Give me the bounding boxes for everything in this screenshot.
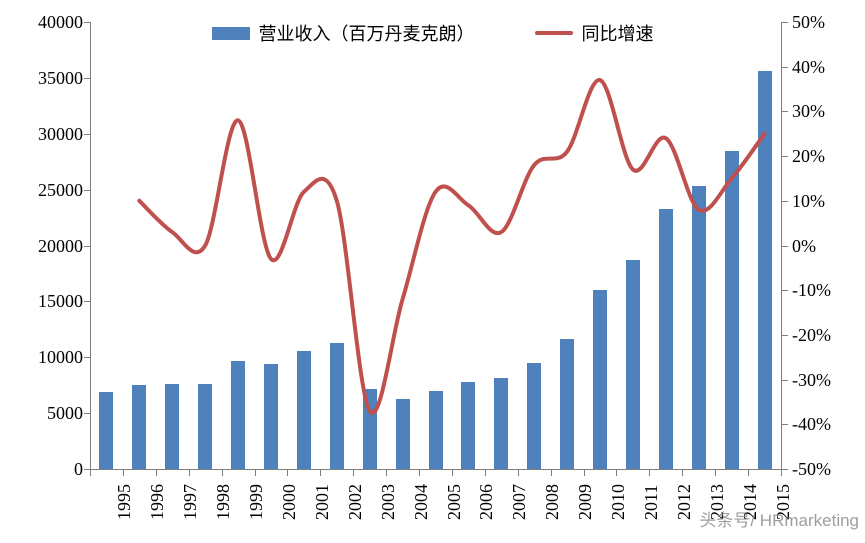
y-axis-left-tick-label: 35000 — [38, 67, 83, 88]
x-axis-tick — [583, 470, 585, 476]
y-axis-left-tick-label: 30000 — [38, 123, 83, 144]
revenue-bar — [296, 350, 311, 469]
revenue-bar — [658, 208, 673, 469]
chart-legend: 营业收入（百万丹麦克朗） 同比增速 — [211, 20, 654, 46]
x-axis-tick — [386, 470, 388, 476]
y-axis-right-tick — [782, 290, 788, 292]
legend-item-growth: 同比增速 — [534, 20, 654, 46]
x-axis-tick — [90, 470, 91, 476]
y-axis-right-tick-label: -50% — [792, 459, 831, 479]
y-axis-left-tick — [84, 189, 90, 191]
revenue-bar — [165, 384, 180, 469]
x-axis-tick — [122, 470, 124, 476]
y-axis-left-tick-label: 40000 — [38, 12, 83, 32]
legend-label: 营业收入（百万丹麦克朗） — [258, 24, 475, 44]
y-axis-left-tick-label: 0 — [74, 459, 83, 479]
x-axis-tick — [353, 470, 355, 476]
x-axis-tick — [616, 470, 618, 476]
x-axis-tick — [484, 470, 486, 476]
bar-swatch-icon — [211, 26, 250, 40]
revenue-bar — [198, 384, 213, 469]
y-axis-right-tick-label: -30% — [792, 369, 831, 390]
legend-item-revenue: 营业收入（百万丹麦克朗） — [211, 20, 475, 46]
x-axis-tick — [155, 470, 157, 476]
revenue-bar — [724, 150, 739, 469]
y-axis-left-tick — [84, 357, 90, 359]
revenue-bar — [691, 186, 706, 469]
revenue-bar — [757, 71, 772, 469]
revenue-bar — [99, 391, 114, 469]
revenue-bar — [625, 260, 640, 469]
y-axis-left-tick — [84, 469, 90, 470]
x-axis — [90, 469, 782, 470]
revenue-bar — [560, 339, 575, 469]
revenue-bar — [593, 290, 608, 469]
x-axis-tick — [517, 470, 519, 476]
revenue-bar — [527, 362, 542, 469]
y-axis-right-tick-label: 10% — [792, 190, 825, 211]
revenue-bar — [428, 390, 443, 469]
revenue-bar — [263, 363, 278, 469]
y-axis-right-tick-label: 0% — [792, 235, 816, 256]
x-axis-tick — [419, 470, 421, 476]
y-axis-right-tick — [782, 245, 788, 247]
y-axis-left — [90, 22, 91, 470]
x-axis-tick — [649, 470, 651, 476]
y-axis-right-tick-label: 20% — [792, 146, 825, 167]
revenue-bar — [231, 360, 246, 469]
y-axis-left-tick — [84, 133, 90, 135]
x-axis-tick — [550, 470, 552, 476]
x-axis-tick — [781, 470, 782, 476]
x-axis-tick — [221, 470, 223, 476]
y-axis-right-tick-label: 50% — [792, 12, 825, 32]
y-axis-right — [781, 22, 782, 470]
y-axis-left-tick-label: 25000 — [38, 179, 83, 200]
revenue-bar — [362, 388, 377, 469]
x-axis-tick — [715, 470, 717, 476]
y-axis-left-tick-label: 15000 — [38, 291, 83, 312]
growth-line-path — [137, 78, 767, 415]
y-axis-right-tick-label: -20% — [792, 324, 831, 345]
revenue-bar — [494, 378, 509, 469]
revenue-bar — [329, 342, 344, 469]
y-axis-right-tick — [782, 22, 788, 23]
watermark: 头条号/ HRmarketing — [699, 511, 859, 530]
y-axis-left-tick — [84, 413, 90, 415]
x-axis-tick — [188, 470, 190, 476]
y-axis-right-tick — [782, 111, 788, 113]
y-axis-right-tick — [782, 334, 788, 336]
y-axis-right-tick-label: -10% — [792, 280, 831, 301]
y-axis-right-tick — [782, 379, 788, 381]
x-axis-tick — [320, 470, 322, 476]
y-axis-right-tick-label: 40% — [792, 56, 825, 77]
y-axis-left-tick-label: 20000 — [38, 235, 83, 256]
y-axis-right-tick — [782, 200, 788, 202]
revenue-bar — [461, 381, 476, 469]
line-swatch-icon — [534, 31, 573, 35]
x-axis-tick — [682, 470, 684, 476]
y-axis-right-tick — [782, 156, 788, 158]
revenue-bar — [395, 398, 410, 469]
x-axis-tick — [748, 470, 750, 476]
legend-label: 同比增速 — [581, 24, 654, 44]
y-axis-right-tick-label: -40% — [792, 414, 831, 435]
x-axis-tick — [287, 470, 289, 476]
y-axis-right-tick — [782, 469, 788, 470]
y-axis-right-tick — [782, 66, 788, 68]
y-axis-left-tick — [84, 22, 90, 23]
y-axis-right-tick — [782, 424, 788, 426]
y-axis-left-tick — [84, 301, 90, 303]
y-axis-right-tick-label: 30% — [792, 101, 825, 122]
y-axis-left-tick — [84, 77, 90, 79]
revenue-bar — [132, 385, 147, 469]
y-axis-left-tick — [84, 245, 90, 247]
x-axis-tick — [451, 470, 453, 476]
y-axis-left-tick-label: 10000 — [38, 347, 83, 368]
x-axis-tick — [254, 470, 256, 476]
y-axis-left-tick-label: 5000 — [47, 403, 83, 424]
